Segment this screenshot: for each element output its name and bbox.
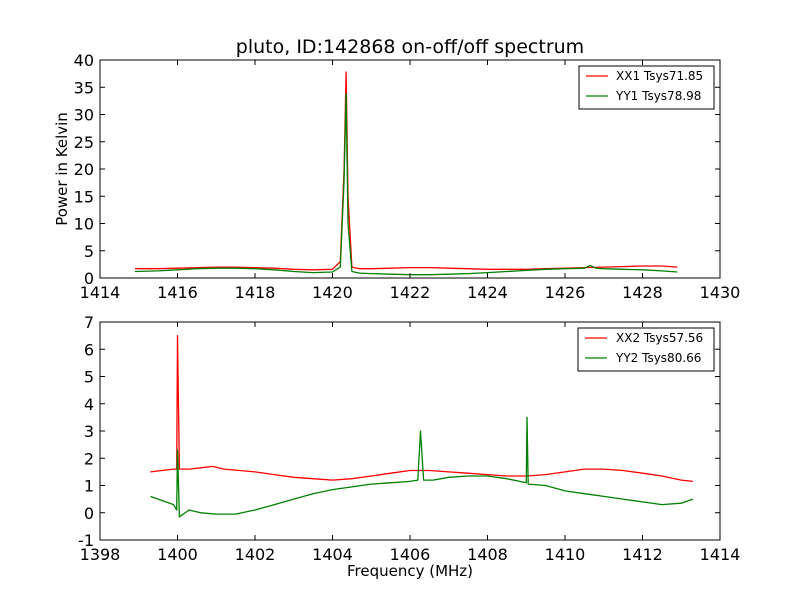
top-x-tick-label: 1428 bbox=[622, 283, 663, 302]
top-y-tick-label: 0 bbox=[84, 269, 94, 288]
bottom-x-tick-label: 1398 bbox=[80, 545, 121, 564]
bottom-x-tick-label: 1402 bbox=[235, 545, 276, 564]
top-x-tick-label: 1416 bbox=[157, 283, 198, 302]
bottom-y-tick-label: -1 bbox=[78, 531, 94, 550]
top-y-tick-label: 20 bbox=[74, 160, 94, 179]
top-legend: XX1 Tsys71.85 YY1 Tsys78.98 bbox=[578, 65, 715, 110]
bottom-x-tick-label: 1408 bbox=[467, 545, 508, 564]
top-x-tick-label: 1422 bbox=[390, 283, 431, 302]
bottom-x-axis-label: Frequency (MHz) bbox=[347, 562, 473, 580]
top-series-layer bbox=[134, 71, 678, 276]
bottom-series-line-1 bbox=[150, 334, 693, 483]
top-plot-frame bbox=[99, 59, 721, 279]
top-x-tick-label: 1424 bbox=[467, 283, 508, 302]
top-x-tick-label: 1430 bbox=[700, 283, 741, 302]
top-y-tick-label: 10 bbox=[74, 215, 94, 234]
chart-title: pluto, ID:142868 on-off/off spectrum bbox=[236, 36, 584, 58]
bottom-x-tick-label: 1410 bbox=[545, 545, 586, 564]
bottom-series-layer bbox=[150, 334, 694, 518]
bottom-y-tick-label: 3 bbox=[84, 422, 94, 441]
top-legend-label-xx1: XX1 Tsys71.85 bbox=[616, 69, 703, 83]
top-y-tick-label: 5 bbox=[84, 242, 94, 261]
bottom-legend-label-xx2: XX2 Tsys57.56 bbox=[616, 331, 703, 345]
top-ticks-layer: 1414 1416 1418 1420 1422 1424 1426 1428 1430 0 5 10… bbox=[74, 51, 741, 302]
bottom-series-line-2 bbox=[150, 416, 694, 518]
top-legend-label-yy1: YY1 Tsys78.98 bbox=[615, 89, 701, 103]
top-y-tick-label: 40 bbox=[74, 51, 94, 70]
top-y-tick-label: 30 bbox=[74, 106, 94, 125]
bottom-y-tick-label: 1 bbox=[84, 477, 94, 496]
top-y-tick-label: 35 bbox=[74, 78, 94, 97]
bottom-y-tick-label: 0 bbox=[84, 504, 94, 523]
bottom-y-tick-label: 2 bbox=[84, 449, 94, 468]
top-x-tick-label: 1418 bbox=[235, 283, 276, 302]
top-y-tick-label: 15 bbox=[74, 187, 94, 206]
bottom-y-tick-label: 5 bbox=[84, 368, 94, 387]
bottom-x-tick-label: 1406 bbox=[390, 545, 431, 564]
bottom-x-tick-label: 1414 bbox=[700, 545, 741, 564]
top-series-line-2 bbox=[134, 93, 678, 276]
bottom-plot-panel: 1398 1400 1402 1404 1406 1408 1410 1412 1414 -1 0 1… bbox=[78, 313, 740, 580]
top-x-tick-label: 1426 bbox=[545, 283, 586, 302]
bottom-legend-box bbox=[577, 327, 715, 372]
top-y-tick-label: 25 bbox=[74, 133, 94, 152]
top-y-axis-label: Power in Kelvin bbox=[53, 112, 71, 226]
bottom-legend: XX2 Tsys57.56 YY2 Tsys80.66 bbox=[577, 327, 715, 372]
bottom-x-tick-label: 1400 bbox=[157, 545, 198, 564]
top-x-tick-label: 1420 bbox=[312, 283, 353, 302]
bottom-y-tick-label: 6 bbox=[84, 340, 94, 359]
top-legend-box bbox=[578, 65, 715, 110]
bottom-y-tick-label: 7 bbox=[84, 313, 94, 332]
top-plot-panel: 1414 1416 1418 1420 1422 1424 1426 1428 1430 0 5 10… bbox=[53, 51, 740, 302]
bottom-x-tick-label: 1404 bbox=[312, 545, 353, 564]
bottom-x-tick-label: 1412 bbox=[622, 545, 663, 564]
bottom-legend-label-yy2: YY2 Tsys80.66 bbox=[615, 351, 701, 365]
top-x-tick-label: 1414 bbox=[80, 283, 121, 302]
bottom-y-tick-label: 4 bbox=[84, 395, 94, 414]
bottom-plot-frame bbox=[99, 321, 721, 541]
